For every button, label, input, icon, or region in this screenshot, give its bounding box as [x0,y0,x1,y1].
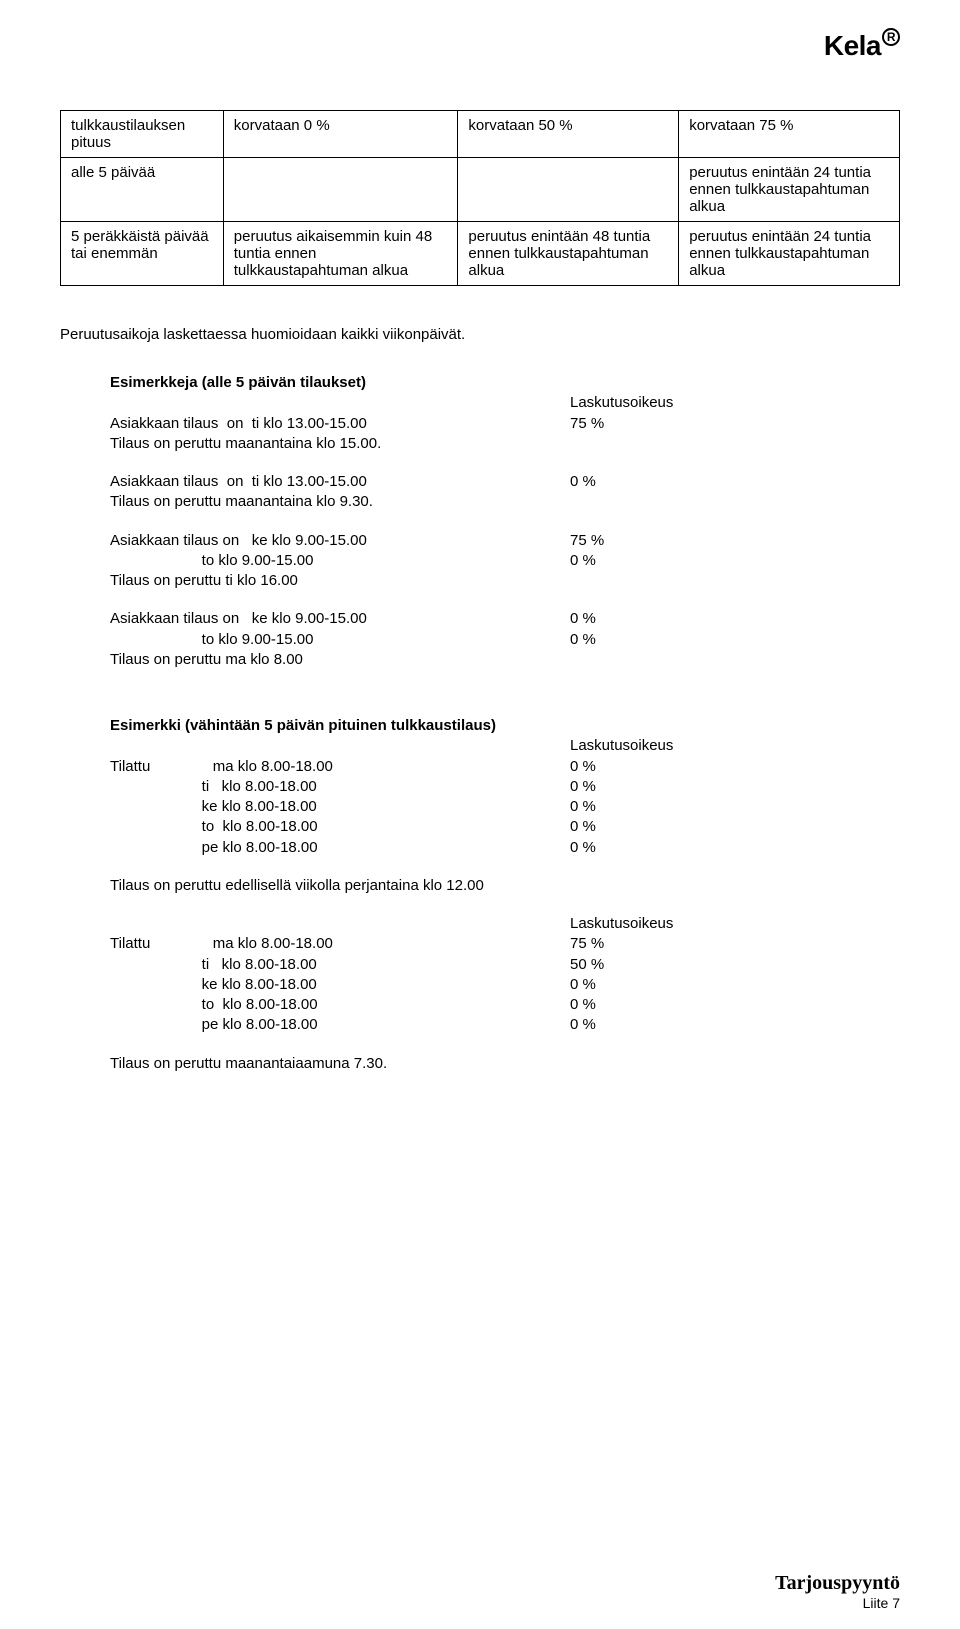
page: KelaR tulkkaustilauksen pituus korvataan… [0,0,960,1629]
line: Tilattu ma klo 8.00-18.00 [110,934,570,954]
cell [223,158,458,222]
pct: 0 % [570,1015,850,1035]
pct [570,492,850,512]
pct [570,434,850,454]
line: Asiakkaan tilaus on ke klo 9.00-15.00 [110,531,570,551]
pct: 0 % [570,838,850,858]
line: pe klo 8.00-18.00 [110,1015,570,1035]
pct: 0 % [570,472,850,492]
cell: peruutus enintään 24 tuntia ennen tulkka… [679,222,900,286]
blank [110,393,570,413]
cell: alle 5 päivää [61,158,224,222]
line: Tilattu ma klo 8.00-18.00 [110,757,570,777]
line: pe klo 8.00-18.00 [110,838,570,858]
intro-text: Peruutusaikoja laskettaessa huomioidaan … [60,326,900,343]
cancel-note-1: Tilaus on peruttu edellisellä viikolla p… [110,876,850,896]
col-0pct: korvataan 0 % [223,111,458,158]
cell: peruutus enintään 24 tuntia ennen tulkka… [679,158,900,222]
blank [110,914,570,934]
pct: 0 % [570,609,850,629]
col-duration: tulkkaustilauksen pituus [61,111,224,158]
line: to klo 9.00-15.00 [110,551,570,571]
billing-header: Laskutusoikeus [570,736,850,756]
pct: 75 % [570,934,850,954]
pct: 0 % [570,551,850,571]
line: Tilaus on peruttu maanantaina klo 9.30. [110,492,570,512]
registered-icon: R [882,28,900,46]
footer-sub: Liite 7 [775,1595,900,1611]
compensation-table: tulkkaustilauksen pituus korvataan 0 % k… [60,110,900,286]
col-50pct: korvataan 50 % [458,111,679,158]
example2-title: Esimerkki (vähintään 5 päivän pituinen t… [110,716,850,736]
line: ti klo 8.00-18.00 [110,955,570,975]
cell: peruutus enintään 48 tuntia ennen tulkka… [458,222,679,286]
pct: 0 % [570,797,850,817]
pct: 50 % [570,955,850,975]
cell [458,158,679,222]
line: Asiakkaan tilaus on ke klo 9.00-15.00 [110,609,570,629]
pct [570,650,850,670]
pct: 0 % [570,817,850,837]
cell: peruutus aikaisemmin kuin 48 tuntia enne… [223,222,458,286]
cancel-note-2: Tilaus on peruttu maanantaiaamuna 7.30. [110,1054,850,1074]
table-header-row: tulkkaustilauksen pituus korvataan 0 % k… [61,111,900,158]
line: ti klo 8.00-18.00 [110,777,570,797]
table-row: alle 5 päivää peruutus enintään 24 tunti… [61,158,900,222]
pct: 75 % [570,414,850,434]
pct: 0 % [570,757,850,777]
line: Tilaus on peruttu ma klo 8.00 [110,650,570,670]
line: ke klo 8.00-18.00 [110,797,570,817]
pct: 0 % [570,777,850,797]
line: Asiakkaan tilaus on ti klo 13.00-15.00 [110,472,570,492]
line: ke klo 8.00-18.00 [110,975,570,995]
line: to klo 9.00-15.00 [110,630,570,650]
blank [110,736,570,756]
col-75pct: korvataan 75 % [679,111,900,158]
billing-header: Laskutusoikeus [570,393,850,413]
page-footer: Tarjouspyyntö Liite 7 [775,1572,900,1611]
cell: 5 peräkkäistä päivää tai enemmän [61,222,224,286]
kela-logo: KelaR [824,30,900,62]
pct: 0 % [570,975,850,995]
pct: 0 % [570,630,850,650]
line: Asiakkaan tilaus on ti klo 13.00-15.00 [110,414,570,434]
line: to klo 8.00-18.00 [110,995,570,1015]
example-5plus-days: Esimerkki (vähintään 5 päivän pituinen t… [110,716,850,1074]
table-row: 5 peräkkäistä päivää tai enemmän peruutu… [61,222,900,286]
line: Tilaus on peruttu maanantaina klo 15.00. [110,434,570,454]
line: to klo 8.00-18.00 [110,817,570,837]
example-under-5-days: Esimerkkeja (alle 5 päivän tilaukset) La… [110,373,850,670]
pct [570,571,850,591]
pct: 0 % [570,995,850,1015]
footer-title: Tarjouspyyntö [775,1572,900,1595]
pct: 75 % [570,531,850,551]
example1-title: Esimerkkeja (alle 5 päivän tilaukset) [110,373,850,393]
billing-header: Laskutusoikeus [570,914,850,934]
line: Tilaus on peruttu ti klo 16.00 [110,571,570,591]
logo-text: Kela [824,30,881,61]
